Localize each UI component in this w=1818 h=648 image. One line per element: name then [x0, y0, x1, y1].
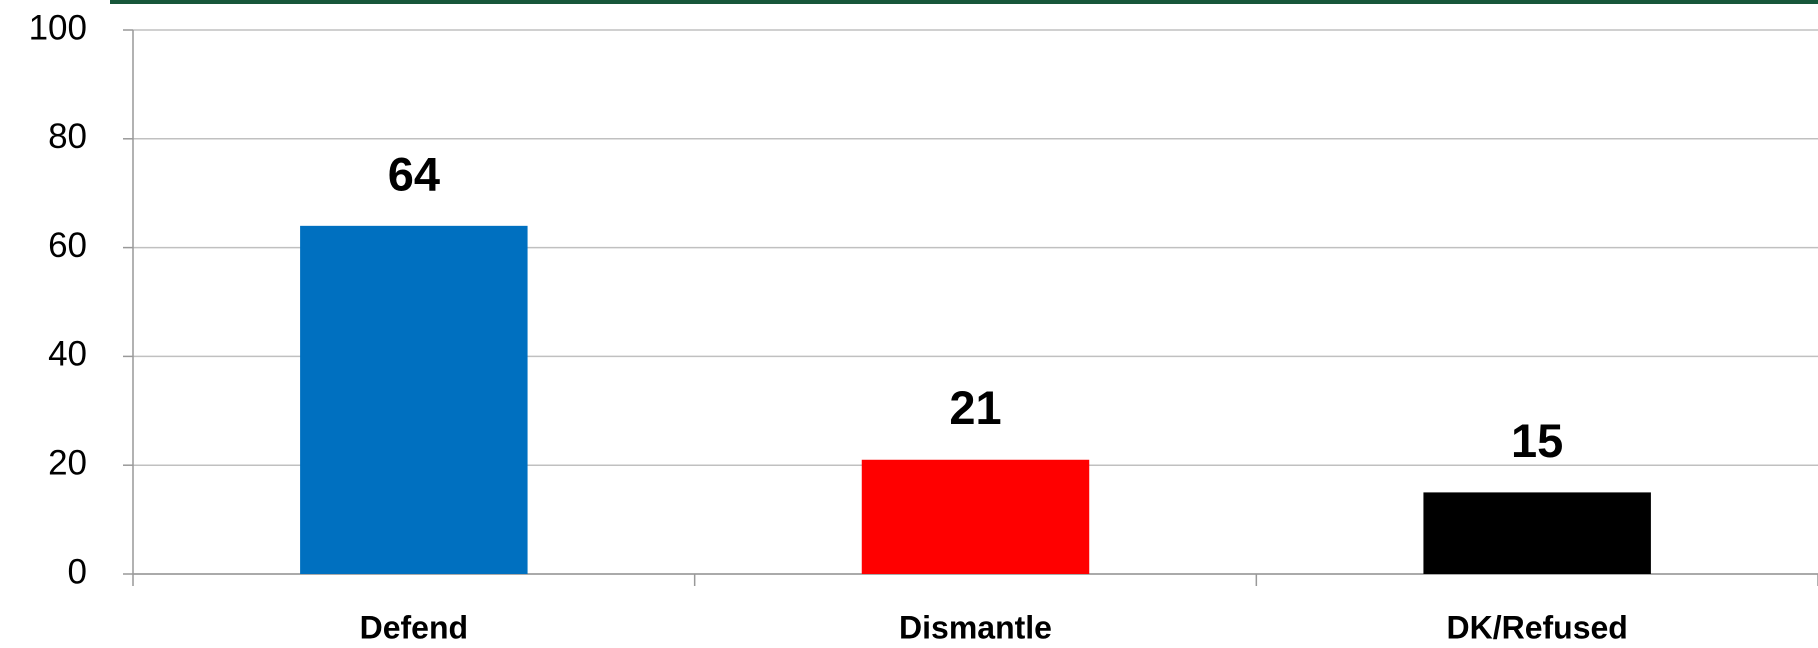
x-tick-label: DK/Refused: [1446, 609, 1627, 645]
value-label: 21: [949, 381, 1001, 434]
y-tick-label: 100: [29, 8, 87, 47]
y-tick-label: 40: [48, 335, 87, 374]
y-tick-label: 0: [68, 552, 87, 591]
value-label: 64: [388, 147, 440, 200]
x-tick-label: Defend: [360, 609, 468, 645]
x-tick-label: Dismantle: [899, 609, 1052, 645]
value-label: 15: [1511, 414, 1563, 467]
y-tick-label: 60: [48, 226, 87, 265]
y-tick-label: 20: [48, 443, 87, 482]
y-tick-label: 80: [48, 117, 87, 156]
bar: [300, 225, 528, 574]
bar: [1423, 492, 1651, 574]
bar: [861, 459, 1090, 574]
top-border: [110, 0, 1818, 4]
